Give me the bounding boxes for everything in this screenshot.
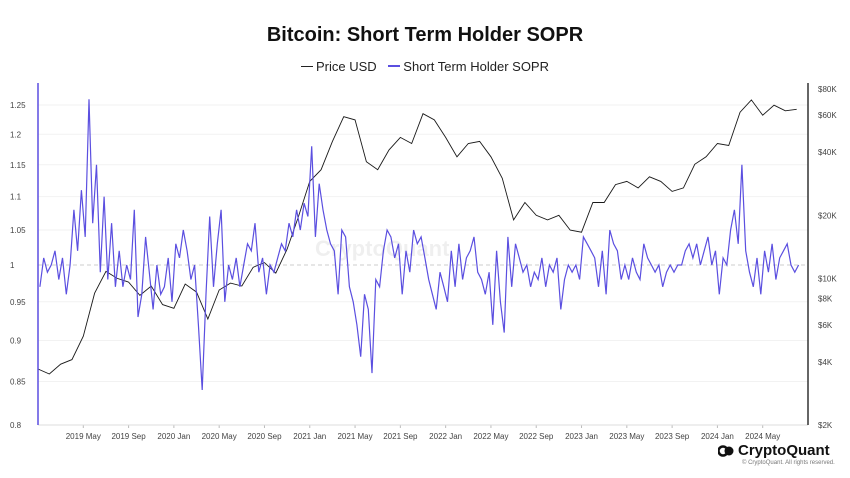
x-tick-label: 2022 Sep — [519, 432, 554, 441]
x-tick-label: 2020 Jan — [157, 432, 190, 441]
y-right-tick-label: $40K — [818, 148, 837, 157]
x-tick-label: 2020 Sep — [247, 432, 282, 441]
y-left-tick-label: 0.95 — [10, 298, 26, 307]
x-tick-label: 2024 May — [745, 432, 780, 441]
legend-item-sopr[interactable]: Short Term Holder SOPR — [388, 59, 549, 74]
y-left-tick-label: 1.05 — [10, 226, 26, 235]
x-tick-label: 2021 May — [337, 432, 372, 441]
legend: Price USD Short Term Holder SOPR — [0, 55, 850, 74]
y-right-tick-label: $8K — [818, 295, 833, 304]
legend-swatch-price — [300, 66, 313, 67]
y-left-tick-label: 0.9 — [10, 337, 22, 346]
y-left-tick-label: 0.8 — [10, 421, 22, 430]
copyright: © CryptoQuant. All rights reserved. — [742, 460, 835, 466]
legend-label-price: Price USD — [315, 59, 377, 74]
y-left-tick-label: 1.25 — [10, 101, 26, 110]
sopr-line — [39, 99, 800, 391]
price-line — [37, 99, 797, 375]
cryptoquant-logo: CryptoQuant — [718, 442, 830, 459]
logo-text: CryptoQuant — [738, 442, 830, 459]
y-left-tick-label: 0.85 — [10, 378, 26, 387]
x-tick-label: 2021 Jan — [293, 432, 326, 441]
x-tick-label: 2023 May — [609, 432, 644, 441]
x-tick-label: 2023 Jan — [565, 432, 598, 441]
logo-icon — [718, 444, 734, 457]
y-right-tick-label: $2K — [818, 421, 833, 430]
x-tick-label: 2022 May — [473, 432, 508, 441]
x-tick-label: 2023 Sep — [655, 432, 690, 441]
y-left-tick-label: 1.2 — [10, 130, 22, 139]
legend-item-price[interactable]: Price USD — [300, 59, 377, 74]
y-right-tick-label: $10K — [818, 274, 837, 283]
y-right-tick-label: $4K — [818, 358, 833, 367]
x-tick-label: 2022 Jan — [429, 432, 462, 441]
y-left-tick-label: 1 — [10, 261, 15, 270]
x-tick-label: 2019 Sep — [111, 432, 146, 441]
x-tick-label: 2020 May — [202, 432, 237, 441]
x-tick-label: 2024 Jan — [701, 432, 734, 441]
y-right-tick-label: $80K — [818, 85, 837, 94]
y-right-tick-label: $20K — [818, 211, 837, 220]
legend-swatch-sopr — [388, 65, 401, 67]
x-tick-label: 2019 May — [66, 432, 101, 441]
y-right-tick-label: $6K — [818, 321, 833, 330]
x-tick-label: 2021 Sep — [383, 432, 418, 441]
y-left-tick-label: 1.1 — [10, 193, 22, 202]
legend-label-sopr: Short Term Holder SOPR — [403, 58, 549, 74]
chart-title: Bitcoin: Short Term Holder SOPR — [266, 24, 584, 46]
y-right-tick-label: $60K — [818, 111, 837, 120]
y-left-tick-label: 1.15 — [10, 161, 26, 170]
